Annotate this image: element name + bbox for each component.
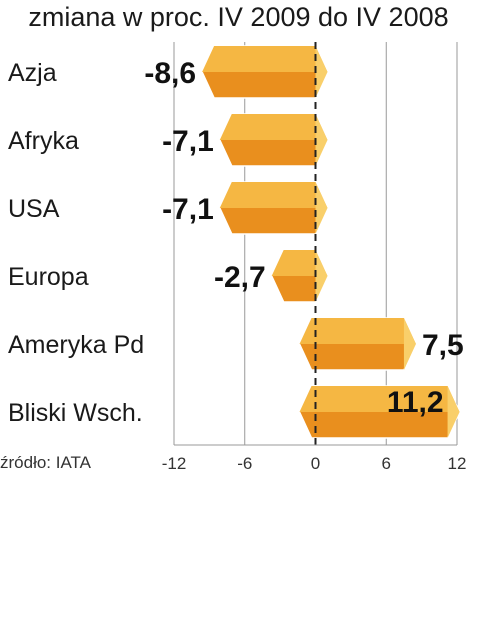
value-label: 7,5	[422, 329, 464, 362]
bar-end-face	[403, 318, 416, 370]
bar-top-face	[271, 250, 328, 276]
category-label: Azja	[8, 59, 57, 87]
tick-layer: -12 -6 0 6 12	[162, 454, 467, 473]
bar	[218, 181, 329, 235]
bar	[270, 249, 329, 303]
category-label: Ameryka Pd	[8, 331, 144, 359]
x-tick-label: -12	[162, 454, 187, 473]
source-note: źródło: IATA	[0, 453, 92, 472]
x-tick-label: 6	[382, 454, 391, 473]
value-label: -7,1	[162, 125, 214, 158]
value-label: -7,1	[162, 193, 214, 226]
bar-top-face	[219, 182, 328, 208]
bar	[298, 385, 461, 439]
chart-subtitle: zmiana w proc. IV 2009 do IV 2008	[28, 2, 449, 32]
value-label: -2,7	[214, 261, 266, 294]
grid-layer	[173, 42, 458, 445]
bar-top-face	[299, 386, 460, 412]
bar-top-face	[202, 46, 328, 72]
bar-end-face	[315, 114, 328, 166]
bar-end-face	[315, 46, 328, 98]
bar	[298, 317, 417, 371]
category-label: Europa	[8, 263, 89, 291]
bar-end-face	[315, 182, 328, 234]
value-label: 11,2	[387, 386, 444, 419]
bar	[201, 45, 329, 99]
x-tick-label: 0	[311, 454, 320, 473]
x-tick-label: 12	[448, 454, 467, 473]
x-tick-label: -6	[237, 454, 252, 473]
bar	[218, 113, 329, 167]
category-label: Bliski Wsch.	[8, 399, 143, 427]
bar-top-face	[299, 318, 416, 344]
category-label: USA	[8, 195, 60, 223]
bar-end-face	[447, 386, 460, 438]
bar-top-face	[219, 114, 328, 140]
value-label: -8,6	[144, 57, 196, 90]
category-label: Afryka	[8, 127, 79, 155]
bar-end-face	[315, 250, 328, 302]
label-layer: -8,6 Azja -7,1 Afryka -7,1 USA -2,7 Europa 7,5 Am…	[8, 57, 464, 427]
bar-layer	[201, 45, 461, 439]
